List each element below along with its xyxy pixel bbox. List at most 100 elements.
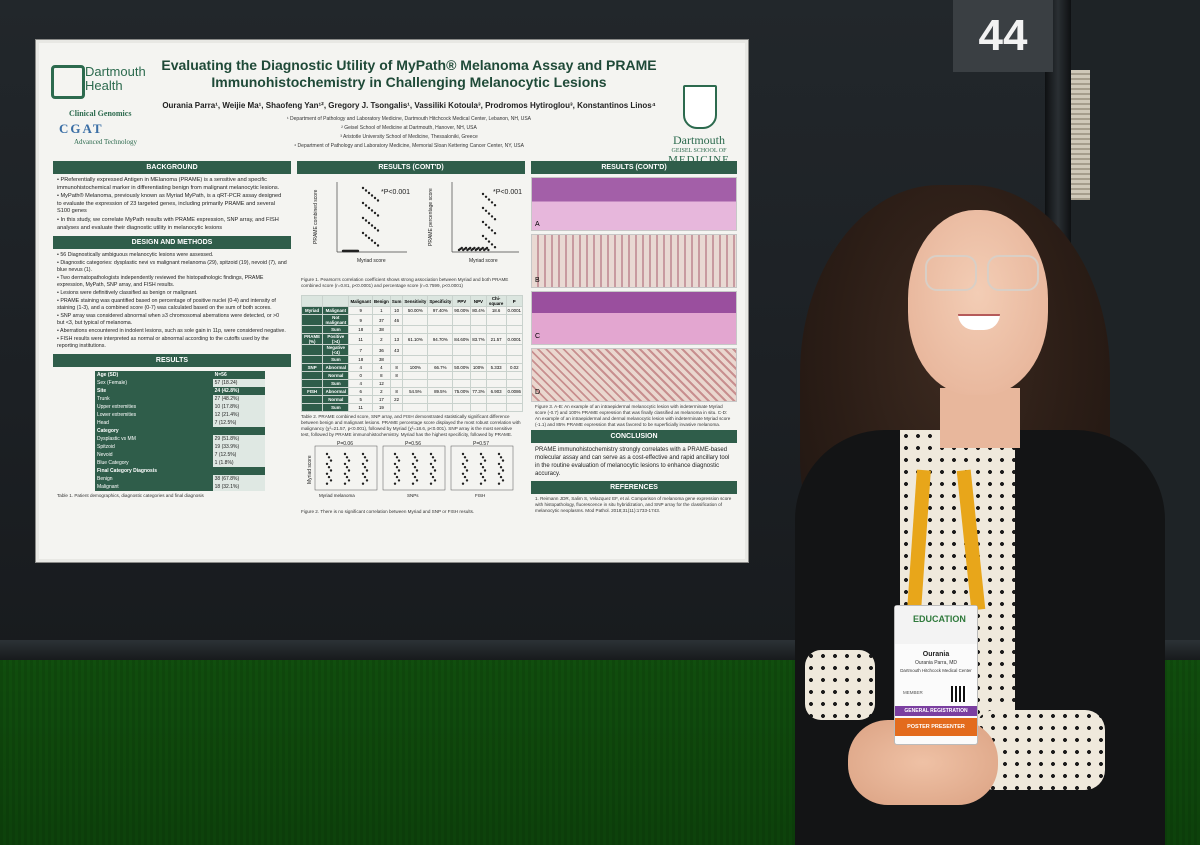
- scatter-point: [490, 215, 494, 218]
- scatter-point: [345, 456, 349, 459]
- table-row: SNP Abnormal 4 4 8 100% 66.7% 50.00% 100% 5.333 0.…: [300, 363, 524, 372]
- badge-full-name: Ourania Parra, MD: [915, 660, 957, 666]
- table-cell: 29 (51.8%): [212, 435, 265, 444]
- presenter-smile: [958, 314, 1000, 330]
- table-cell: [485, 379, 507, 388]
- table-header-cell: NPV: [470, 295, 487, 307]
- scatter-point: [361, 482, 365, 485]
- presenter-face: [908, 210, 1048, 395]
- table-cell: [470, 395, 487, 404]
- table-cell: Malignant: [95, 483, 213, 492]
- table-row: Head 7 (12.5%): [95, 419, 265, 428]
- table-cell: [402, 371, 429, 380]
- scatter-point: [497, 472, 501, 475]
- table-cell: [427, 395, 454, 404]
- section-heading-background: BACKGROUND: [53, 161, 291, 174]
- x-axis-label-a: Myriad score: [357, 258, 386, 264]
- badge-role: POSTER PRESENTER: [895, 718, 977, 736]
- table-cell: [485, 371, 507, 380]
- statistics-table: Malignant Benign Sum Sensitivity Specificity…: [300, 295, 524, 412]
- scatter-point: [363, 456, 367, 459]
- table-cell: 100%: [470, 363, 487, 372]
- table-cell: 4: [348, 379, 373, 388]
- table-row: FISH Abnormal 6 2 8 54.5% 89.5% 75.00% 77.3% 6.90…: [300, 387, 524, 396]
- bullet: • In this study, we correlate MyPath res…: [57, 216, 279, 231]
- table-cell: Not malignant: [322, 314, 350, 326]
- table-cell: [452, 314, 472, 326]
- table-cell: Positive (>4): [322, 333, 350, 345]
- scatter-point: [415, 479, 419, 482]
- panel-label: C: [535, 333, 541, 340]
- dot-plot-1: P=0.06 Myriad melanoma: [314, 441, 378, 498]
- table-cell: [427, 344, 454, 356]
- table-cell: 9: [348, 306, 373, 315]
- table-cell: 1 (1.8%): [212, 459, 265, 468]
- scatter-point: [327, 456, 331, 459]
- table-cell: 21.57: [485, 333, 507, 345]
- table-cell: [470, 355, 487, 364]
- table-cell: [300, 344, 324, 356]
- figure3-caption: Figure 3. A-B: An example of an intraepi…: [535, 404, 731, 427]
- table-cell: Myriad: [300, 306, 324, 315]
- histology-image-d: [531, 348, 737, 402]
- table-cell: 10: [389, 306, 404, 315]
- x-axis-label: SNPs: [407, 493, 419, 498]
- table-cell: [402, 325, 429, 334]
- table-cell: Age (SD): [95, 371, 213, 380]
- table-row: Normal 0 8 8: [300, 371, 524, 380]
- scatter-point: [477, 246, 480, 250]
- table-cell: Normal: [322, 395, 350, 404]
- scatter-point: [499, 466, 503, 469]
- table-cell: [452, 371, 472, 380]
- poster-column-right: RESULTS (CONT'D) A B C D Figure 3. A-B: …: [531, 161, 737, 516]
- poster-authors: Ourania Parra¹, Weijie Ma¹, Shaofeng Yan…: [162, 101, 656, 110]
- scatter-point: [429, 462, 433, 466]
- scatter-point: [493, 246, 497, 249]
- section-heading-results: RESULTS: [53, 354, 291, 368]
- table-cell: Sum: [322, 355, 350, 364]
- scatter-point: [461, 462, 465, 466]
- scatter-point: [493, 204, 497, 207]
- scatter-point: [329, 479, 333, 482]
- scatter-point: [370, 239, 374, 242]
- table-row: Sum 4 12: [300, 379, 524, 388]
- scatter-point: [461, 472, 465, 475]
- table-row: Trunk 27 (48.2%): [95, 395, 265, 404]
- table-cell: [389, 355, 404, 364]
- histology-figure: A B C D: [531, 177, 737, 402]
- poster-affiliations: ¹ Department of Pathology and Laboratory…: [149, 115, 669, 151]
- scatter-point: [347, 479, 351, 482]
- scatter-point: [429, 472, 433, 475]
- scatter-point: [483, 479, 487, 482]
- table-cell: [427, 325, 454, 334]
- section-heading-results-contd: RESULTS (CONT'D): [531, 161, 737, 174]
- scatter-point: [464, 246, 468, 250]
- scatter-plot-a: PRAME combined score Myriad score *P<0.0…: [313, 182, 410, 264]
- scatter-point: [373, 211, 377, 215]
- section-heading-conclusion: CONCLUSION: [531, 430, 737, 443]
- presenter-neck: [940, 388, 1020, 448]
- scatter-point: [393, 462, 397, 466]
- table-row: Myriad Malignant 9 1 10 50.00% 97.40% 90.00% 80.…: [300, 306, 524, 315]
- bullet: • 56 Diagnostically ambiguous melanocyti…: [57, 252, 214, 259]
- scatter-point: [497, 482, 501, 485]
- dot-plot-3: P=0.57 FISH: [450, 441, 514, 498]
- table-cell: 8: [389, 371, 404, 380]
- table-header-cell: Malignant: [348, 295, 373, 307]
- scatter-point: [490, 229, 494, 232]
- scatter-point: [363, 475, 367, 479]
- affiliation: ¹ Department of Pathology and Laboratory…: [286, 116, 531, 122]
- panel-label: B: [535, 277, 540, 284]
- table-cell: 11: [348, 333, 373, 345]
- scatter-point: [431, 456, 435, 459]
- table-cell: Normal: [322, 371, 350, 380]
- geisel-logo-line: Dartmouth: [673, 133, 725, 147]
- scatter-point: [393, 482, 397, 485]
- affiliation: ³ Aristotle University School of Medicin…: [340, 134, 478, 140]
- scatter-point: [329, 469, 333, 472]
- table-cell: [452, 344, 472, 356]
- table-cell: [402, 355, 429, 364]
- table1-caption: Table 1. Patient demographics, diagnosti…: [57, 493, 204, 499]
- table-cell: Sex (Female): [95, 379, 213, 388]
- table-cell: 18: [348, 355, 373, 364]
